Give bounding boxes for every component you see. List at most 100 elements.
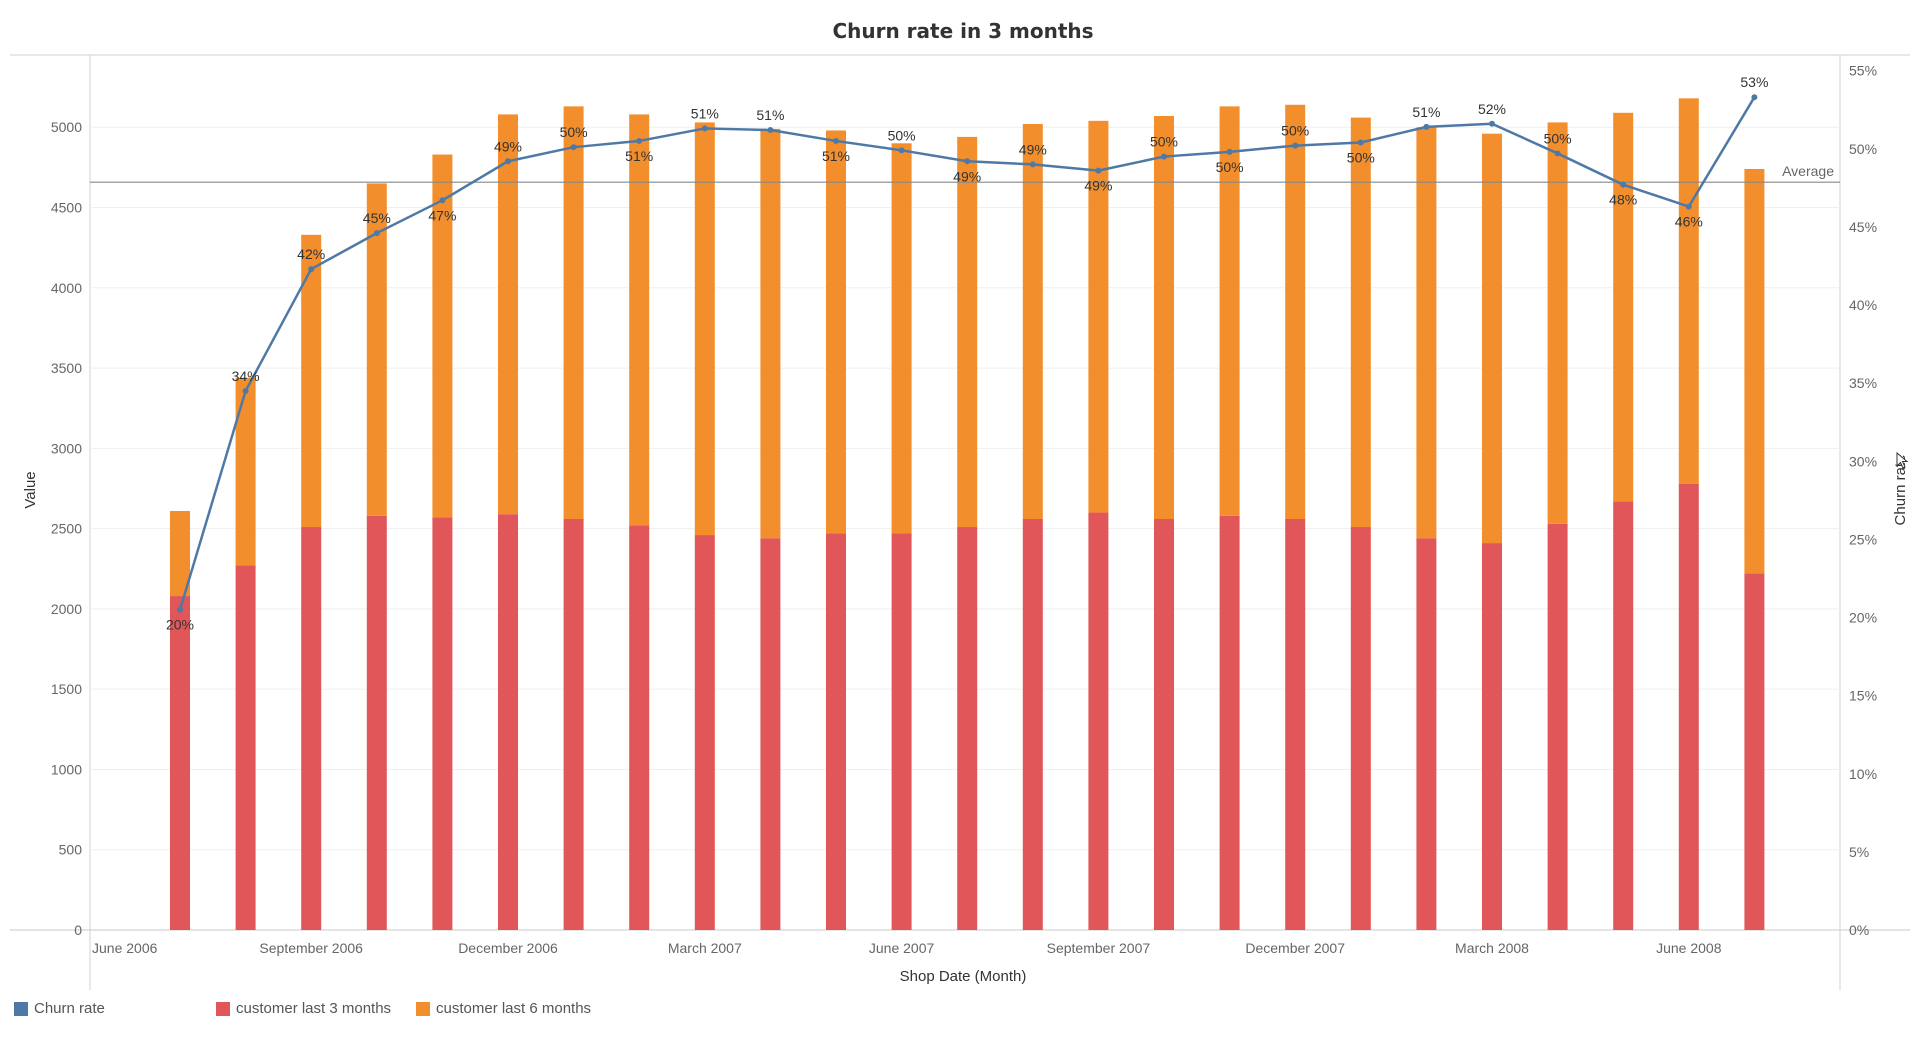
y-right-tick-label: 50% (1849, 141, 1877, 157)
average-label: Average (1782, 163, 1834, 179)
x-tick-label: December 2006 (458, 940, 558, 956)
bar-customer-last-6-months (629, 114, 650, 526)
churn-rate-point (1620, 181, 1627, 188)
churn-rate-point (898, 147, 905, 154)
y-tick-label: 2500 (51, 521, 82, 537)
bar-customer-last-3-months (1285, 518, 1306, 930)
churn-rate-data-label: 49% (1019, 141, 1047, 157)
bar-customer-last-3-months (629, 525, 650, 930)
legend-item-customer-last-6-months[interactable]: customer last 6 months (416, 1000, 591, 1017)
legend-item-churn-rate[interactable]: Churn rate (14, 1000, 216, 1017)
churn-rate-point (439, 197, 446, 204)
bar-customer-last-3-months (1350, 527, 1371, 930)
churn-rate-data-label: 50% (1544, 130, 1572, 146)
x-tick-label: September 2006 (259, 940, 363, 956)
x-tick-label: March 2007 (668, 940, 742, 956)
churn-rate-point (1226, 148, 1233, 155)
churn-rate-point (1357, 139, 1364, 146)
bar-customer-last-6-months (1154, 116, 1174, 519)
churn-rate-point (833, 137, 839, 144)
y-right-tick-label: 45% (1849, 219, 1877, 235)
churn-rate-data-label: 46% (1675, 214, 1703, 230)
bar-customer-last-3-months (1219, 515, 1240, 930)
x-tick-label: June 2008 (1656, 940, 1722, 956)
bar-customer-last-3-months (301, 527, 322, 930)
x-tick-label: June 2006 (92, 940, 158, 956)
y-tick-label: 1500 (51, 681, 82, 697)
x-tick-label: December 2007 (1245, 940, 1345, 956)
y-tick-label: 1000 (51, 761, 82, 777)
churn-rate-data-label: 50% (560, 124, 588, 140)
y-right-tick-label: 5% (1849, 844, 1869, 860)
churn-rate-data-label: 50% (1150, 134, 1178, 150)
bar-customer-last-6-months (366, 183, 387, 516)
y-tick-label: 2000 (51, 601, 82, 617)
churn-rate-data-label: 34% (232, 368, 260, 384)
bar-customer-last-6-months (170, 510, 190, 597)
right-axis-ticks: 0% 5% 10% 15% 20% 25% 30% 35% 40% 45% 50% 55% (1849, 63, 1877, 938)
y-tick-label: 5000 (51, 119, 82, 135)
bar-customer-last-6-months (1219, 106, 1240, 516)
churn-rate-data-label: 47% (428, 207, 456, 223)
churn-rate-point (1095, 167, 1102, 174)
bar-customer-last-3-months (1154, 518, 1174, 930)
bar-customer-last-3-months (1482, 543, 1502, 930)
churn-rate-data-label: 48% (1609, 192, 1637, 208)
bar-customer-last-6-months (694, 122, 715, 536)
churn-rate-data-label: 49% (494, 138, 522, 154)
y-right-tick-label: 0% (1849, 922, 1869, 938)
bar-customer-last-6-months (1744, 168, 1765, 574)
churn-rate-data-label: 20% (166, 617, 194, 633)
left-axis-ticks: 0 500 1000 1500 2000 2500 3000 3500 4000 4500 5000 (51, 119, 82, 938)
bar-customer-last-3-months (1547, 523, 1568, 930)
bar-customer-last-3-months (760, 538, 781, 930)
bar-customer-last-6-months (826, 130, 846, 534)
bars-group (170, 98, 1765, 930)
churn-line-group (177, 94, 1758, 613)
chart-title: Churn rate in 3 months (832, 19, 1093, 43)
churn-rate-point (177, 606, 183, 613)
line-labels-group: 20% 34% 42% 45% 47% 49% 50% 51% 51% 51% 51% 50% 49% 4… (166, 74, 1768, 633)
bar-customer-last-3-months (1088, 512, 1109, 930)
churn-rate-point (964, 158, 971, 165)
bar-customer-last-3-months (694, 535, 715, 930)
bar-customer-last-6-months (1416, 127, 1437, 539)
bar-customer-last-6-months (1350, 117, 1371, 528)
chart-frame (10, 54, 1910, 990)
churn-rate-data-label: 50% (1281, 123, 1309, 139)
y-axis-title: Value (22, 471, 39, 508)
bar-customer-last-3-months (891, 533, 912, 930)
bar-customer-last-6-months (1022, 124, 1043, 519)
bar-customer-last-3-months (957, 527, 978, 930)
y-right-tick-label: 55% (1849, 63, 1877, 79)
legend-item-customer-last-3-months[interactable]: customer last 3 months (216, 1000, 416, 1017)
churn-rate-data-label: 50% (1216, 159, 1244, 175)
x-tick-label: June 2007 (869, 940, 935, 956)
legend-label: customer last 3 months (236, 1000, 392, 1017)
mouse-cursor-icon (1896, 452, 1909, 469)
y-right-tick-label: 20% (1849, 610, 1877, 626)
bar-customer-last-6-months (1547, 122, 1568, 524)
x-axis-ticks: June 2006 September 2006 December 2006 Marc… (92, 940, 1722, 956)
x-tick-label: September 2007 (1047, 940, 1151, 956)
y-right-tick-label: 25% (1849, 531, 1877, 547)
churn-rate-data-label: 49% (1084, 178, 1112, 194)
churn-rate-data-label: 50% (1347, 150, 1375, 166)
legend-label: Churn rate (34, 1000, 105, 1017)
churn-rate-point (1751, 94, 1758, 101)
legend-swatch-customer-last-6-months (416, 1001, 430, 1016)
y-right-tick-label: 10% (1849, 766, 1877, 782)
x-axis-title: Shop Date (Month) (900, 968, 1027, 985)
bar-customer-last-3-months (1613, 501, 1634, 930)
y-tick-label: 3000 (51, 440, 82, 456)
bar-customer-last-3-months (1678, 483, 1699, 930)
bar-customer-last-6-months (1678, 98, 1699, 484)
bar-customer-last-6-months (1285, 104, 1306, 519)
x-tick-label: March 2008 (1455, 940, 1529, 956)
bar-customer-last-6-months (301, 234, 322, 528)
y-right-tick-label: 30% (1849, 453, 1877, 469)
y-right-tick-label: 40% (1849, 297, 1877, 313)
churn-rate-data-label: 50% (888, 127, 916, 143)
bar-customer-last-6-months (498, 114, 518, 515)
churn-rate-point (1554, 150, 1561, 157)
